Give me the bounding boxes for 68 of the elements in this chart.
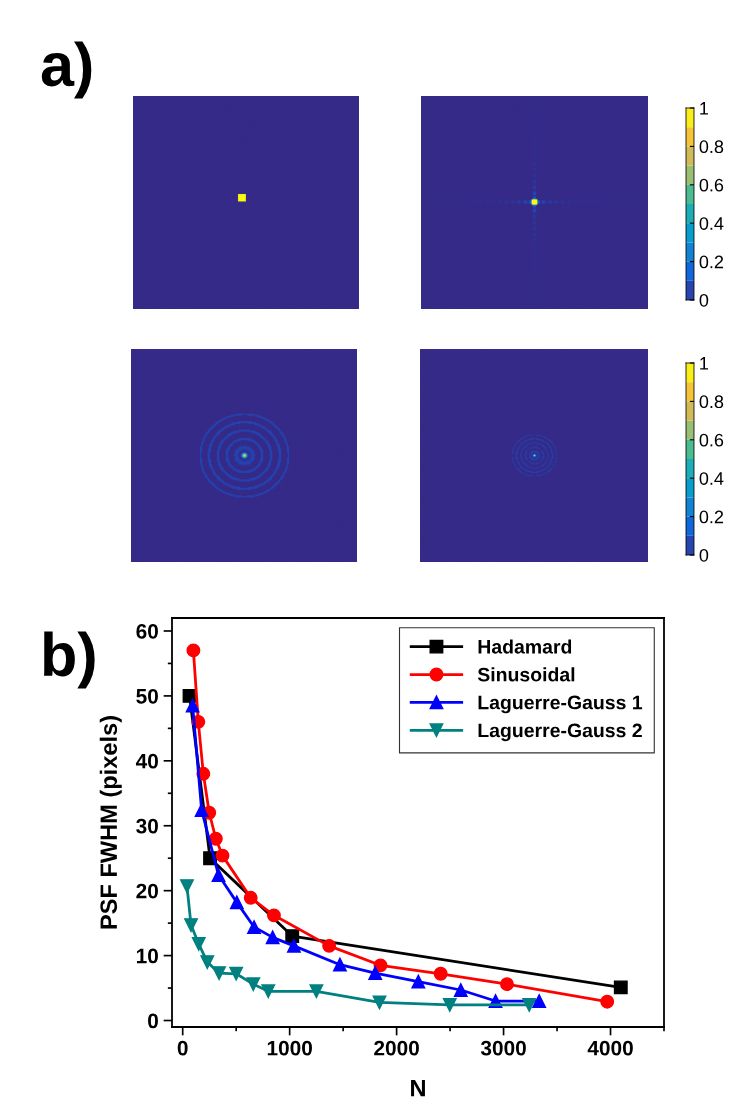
point: [265, 930, 280, 945]
y-tick-label: 0.8: [699, 395, 724, 409]
point: [186, 643, 201, 658]
y-tick-label: 20: [136, 883, 158, 899]
point: [453, 983, 468, 997]
point: [247, 920, 261, 934]
y-tick-label: 0.2: [699, 255, 724, 269]
point: [243, 890, 258, 905]
point: [433, 966, 448, 981]
legend-label: Laguerre-Gauss 1: [478, 695, 643, 714]
point: [246, 977, 261, 992]
x-axis-title: N: [411, 1079, 425, 1097]
y-tick-label: 0: [699, 548, 709, 562]
y-tick-label: 40: [135, 753, 158, 769]
y-tick-label: 0.4: [699, 217, 724, 230]
point: [532, 994, 547, 1008]
point: [184, 918, 198, 933]
point: [368, 966, 383, 981]
point: [180, 879, 194, 894]
point: [208, 831, 223, 846]
point: [411, 974, 426, 989]
point: [373, 958, 388, 973]
point: [191, 936, 206, 951]
y-tick-label: 60: [136, 623, 158, 639]
y-tick-label: 1: [700, 357, 709, 370]
point: [212, 966, 227, 981]
text: a): [41, 41, 92, 99]
y-tick-label: 0.6: [699, 178, 724, 192]
point: [185, 698, 200, 713]
point: [200, 955, 215, 970]
point: [322, 938, 337, 953]
point: [332, 957, 347, 972]
x-tick-label: 4000: [587, 1040, 633, 1056]
point: [500, 977, 514, 992]
point: [600, 994, 615, 1009]
x-tick-label: 0: [177, 1040, 188, 1056]
point: [372, 995, 387, 1010]
point: [285, 929, 300, 944]
legend-label: Sinusoidal: [477, 667, 575, 682]
point: [261, 984, 276, 999]
x-tick-label: 2000: [374, 1040, 419, 1056]
y-tick-label: 50: [136, 688, 158, 704]
point: [522, 997, 537, 1012]
legend-label: Hadamard: [478, 639, 572, 654]
point: [211, 868, 226, 883]
text: b): [44, 631, 95, 689]
y-tick-label: 0.4: [699, 472, 724, 485]
y-axis-title: PSF FWHM (pixels): [99, 716, 122, 929]
y-tick-label: 1: [700, 102, 709, 115]
y-tick-label: 30: [136, 818, 158, 834]
x-tick-label: 3000: [480, 1040, 526, 1056]
point: [229, 966, 244, 981]
point: [442, 997, 457, 1012]
x-tick-label: 1000: [267, 1040, 312, 1056]
point: [613, 980, 628, 995]
y-tick-label: 0.2: [699, 510, 724, 524]
y-tick-label: 0.6: [699, 433, 724, 447]
y-tick-label: 0: [148, 1013, 158, 1029]
point: [309, 984, 324, 999]
y-tick-label: 0.8: [699, 140, 724, 154]
y-tick-label: 0: [699, 293, 709, 307]
y-tick-label: 10: [136, 948, 158, 964]
point: [286, 938, 301, 953]
point: [215, 848, 230, 863]
point: [229, 895, 244, 910]
point: [266, 908, 281, 923]
point: [194, 803, 209, 818]
legend-label: Laguerre-Gauss 2: [478, 723, 642, 742]
